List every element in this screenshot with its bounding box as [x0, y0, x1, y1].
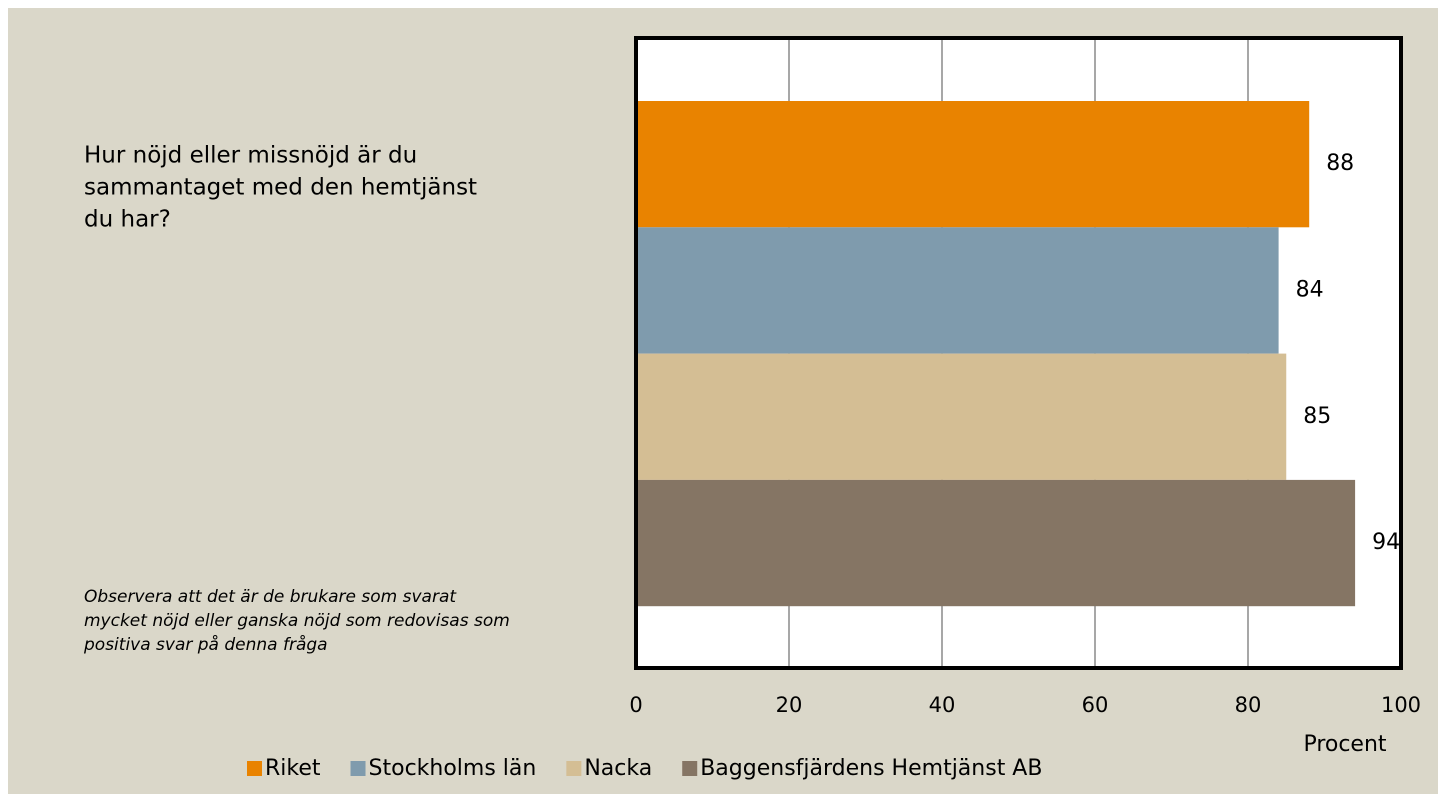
- data-label: 88: [1326, 151, 1354, 176]
- question-text: sammantaget med den hemtjänst: [84, 175, 477, 201]
- x-tick-label: 80: [1235, 693, 1262, 717]
- x-tick-label: 60: [1082, 693, 1109, 717]
- data-label: 84: [1296, 277, 1324, 302]
- bar: [636, 479, 1356, 607]
- legend-label: Baggensfjärdens Hemtjänst AB: [700, 756, 1042, 781]
- legend-swatch: [682, 761, 698, 776]
- plot-border: [634, 36, 1403, 670]
- legend-swatch: [247, 761, 262, 776]
- note-text: positiva svar på denna fråga: [83, 634, 328, 655]
- x-tick-label: 40: [929, 693, 956, 717]
- note-text: Observera att det är de brukare som svar…: [84, 587, 457, 607]
- bar: [636, 101, 1310, 228]
- x-tick-label: 20: [776, 693, 803, 717]
- x-tick-label: 0: [629, 693, 642, 717]
- legend-swatch: [566, 761, 582, 776]
- bar: [636, 227, 1279, 354]
- data-label: 94: [1372, 530, 1400, 555]
- question-text: Hur nöjd eller missnöjd är du: [84, 143, 417, 169]
- note-text: mycket nöjd eller ganska nöjd som redovi…: [84, 611, 510, 631]
- legend-label: Stockholms län: [369, 756, 537, 781]
- data-label: 85: [1303, 404, 1331, 429]
- legend-label: Nacka: [584, 756, 652, 781]
- x-tick-label: 100: [1381, 693, 1421, 717]
- bar: [636, 353, 1287, 480]
- question-text: du har?: [84, 207, 171, 233]
- legend-label: Riket: [265, 756, 321, 781]
- x-axis-label: Procent: [1303, 732, 1386, 757]
- legend-swatch: [350, 761, 366, 776]
